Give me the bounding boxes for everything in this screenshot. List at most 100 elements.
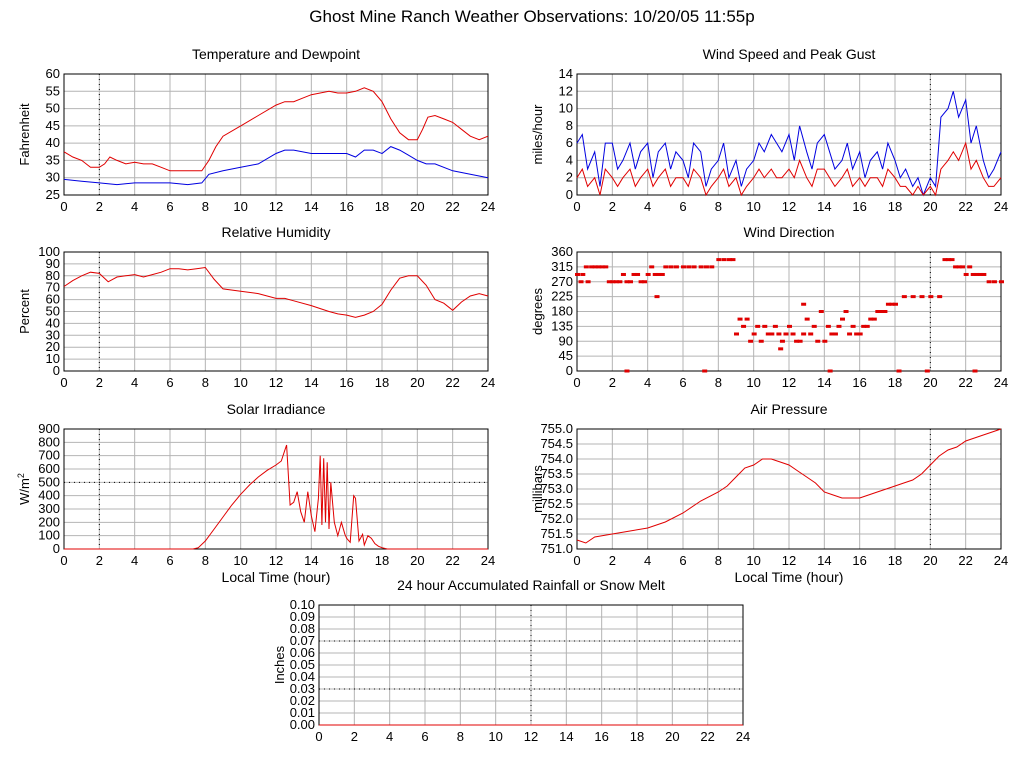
chart-title: Relative Humidity [222, 224, 331, 240]
y-tick-label: 754.0 [540, 451, 573, 466]
y-tick-label: 400 [38, 488, 60, 503]
series-line-2 [576, 141, 1002, 197]
data-point [896, 369, 902, 373]
x-tick-label: 6 [421, 729, 428, 744]
data-point [649, 265, 655, 269]
data-point [885, 302, 891, 306]
data-point [861, 324, 867, 328]
data-point [875, 310, 881, 313]
y-tick-label: 90 [559, 333, 573, 348]
x-tick-label: 20 [410, 553, 424, 568]
chart-title: 24 hour Accumulated Rainfall or Snow Mel… [397, 577, 665, 593]
plot-frame [63, 428, 489, 550]
x-tick-label: 16 [852, 553, 866, 568]
series-line-1 [63, 266, 489, 318]
y-tick-label: 14 [559, 66, 573, 81]
data-point [726, 258, 732, 262]
data-point [960, 265, 966, 269]
x-tick-label: 22 [445, 553, 459, 568]
x-tick-label: 18 [630, 729, 644, 744]
y-tick-label: 40 [46, 135, 60, 150]
x-tick-label: 22 [445, 375, 459, 390]
data-point [751, 332, 757, 336]
solar-chart: 0 2 4 6 8 10 12 14 16 18 20 22 240100200300400500600… [16, 401, 495, 585]
x-tick-label: 6 [166, 199, 173, 214]
x-tick-label: 16 [339, 375, 353, 390]
data-point [628, 280, 633, 284]
x-tick-label: 12 [782, 199, 796, 214]
data-point [981, 272, 987, 276]
y-tick-label: 315 [551, 259, 573, 274]
data-point [991, 280, 997, 284]
data-point [797, 339, 803, 343]
y-tick-label: 753.0 [540, 481, 573, 496]
x-tick-label: 0 [573, 553, 580, 568]
x-tick-label: 2 [609, 553, 616, 568]
data-point [583, 265, 589, 269]
x-tick-label: 10 [488, 729, 502, 744]
x-tick-label: 22 [958, 553, 972, 568]
data-point [645, 272, 651, 276]
x-tick-label: 6 [679, 375, 686, 390]
data-point [778, 347, 784, 351]
y-tick-label: 50 [46, 101, 60, 116]
data-point [663, 265, 669, 269]
y-tick-label: 50 [46, 304, 60, 319]
x-tick-label: 2 [609, 199, 616, 214]
y-tick-label: 0.07 [290, 633, 315, 648]
x-tick-label: 12 [524, 729, 538, 744]
y-tick-label: 225 [551, 289, 573, 304]
x-tick-label: 0 [60, 553, 67, 568]
x-tick-label: 18 [888, 375, 902, 390]
data-point [744, 317, 750, 321]
data-point [779, 339, 785, 343]
data-point [889, 302, 895, 306]
x-tick-label: 22 [958, 375, 972, 390]
data-point [613, 280, 619, 284]
data-point [832, 332, 838, 336]
plot-frame [576, 251, 1002, 372]
data-point [840, 317, 845, 321]
x-tick-label: 6 [166, 553, 173, 568]
data-point [811, 324, 817, 328]
data-point [668, 265, 674, 269]
data-point [967, 265, 973, 269]
x-tick-label: 14 [304, 199, 318, 214]
data-point [901, 295, 907, 299]
x-tick-label: 8 [202, 375, 209, 390]
data-point [893, 302, 898, 306]
x-tick-label: 8 [715, 375, 722, 390]
data-point [836, 324, 842, 328]
y-tick-label: 0 [566, 187, 573, 202]
data-point [794, 339, 800, 343]
series-line-2 [63, 146, 489, 186]
x-tick-label: 24 [481, 375, 495, 390]
data-point [589, 265, 595, 269]
data-point [599, 265, 605, 269]
x-axis-label: Local Time (hour) [222, 569, 331, 585]
y-tick-label: 45 [559, 348, 573, 363]
y-tick-label: 70 [46, 280, 60, 295]
data-point [924, 369, 930, 373]
data-point [698, 265, 704, 269]
y-tick-label: 90 [46, 256, 60, 271]
data-point [972, 369, 978, 373]
data-point [953, 265, 959, 269]
y-axis-label: miles/hour [530, 104, 545, 165]
data-point [737, 317, 743, 321]
x-tick-label: 12 [782, 375, 796, 390]
data-point [843, 310, 849, 313]
x-tick-label: 4 [131, 375, 138, 390]
data-point [691, 265, 697, 269]
x-tick-label: 10 [233, 553, 247, 568]
y-tick-label: 30 [46, 327, 60, 342]
x-tick-label: 8 [715, 199, 722, 214]
x-tick-label: 12 [269, 553, 283, 568]
plot-frame [63, 73, 489, 196]
x-tick-label: 4 [131, 199, 138, 214]
data-point [709, 265, 715, 269]
data-point [850, 324, 856, 328]
data-point [730, 258, 736, 262]
